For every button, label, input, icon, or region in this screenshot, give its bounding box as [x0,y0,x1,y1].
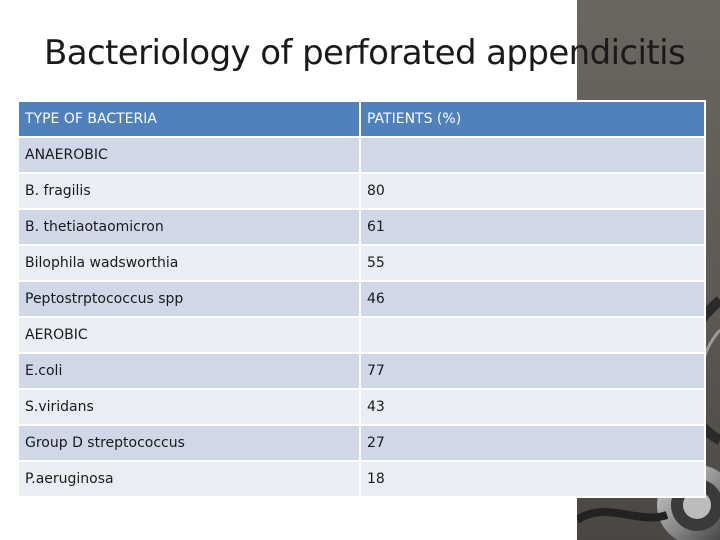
bacteria-group-label: AEROBIC [17,316,361,354]
bacteria-name-cell: Peptostrptococcus spp [17,280,361,318]
patients-percent-cell: 80 [359,172,706,210]
slide-title: Bacteriology of perforated appendicitis [44,33,686,73]
patients-percent-cell: 77 [359,352,706,390]
bacteria-group-label: ANAEROBIC [17,136,361,174]
table-row: ANAEROBIC [17,136,706,174]
table-row: Bilophila wadsworthia 55 [17,244,706,282]
patients-percent-cell: 43 [359,388,706,426]
table-row: S.viridans 43 [17,388,706,426]
table-row: Peptostrptococcus spp 46 [17,280,706,318]
bacteria-name-cell: S.viridans [17,388,361,426]
column-header-bacteria-type: TYPE OF BACTERIA [17,100,361,138]
table-header-row: TYPE OF BACTERIA PATIENTS (%) [17,100,706,138]
table-row: B. fragilis 80 [17,172,706,210]
bacteria-name-cell: P.aeruginosa [17,460,361,498]
column-header-patients-percent: PATIENTS (%) [359,100,706,138]
table-row: AEROBIC [17,316,706,354]
bacteria-name-cell: E.coli [17,352,361,390]
bacteria-name-cell: Bilophila wadsworthia [17,244,361,282]
patients-percent-cell: 55 [359,244,706,282]
table-row: B. thetiaotaomicron 61 [17,208,706,246]
patients-percent-cell: 18 [359,460,706,498]
bacteria-name-cell: B. thetiaotaomicron [17,208,361,246]
patients-percent-cell: 27 [359,424,706,462]
bacteria-name-cell: Group D streptococcus [17,424,361,462]
patients-percent-cell [359,316,706,354]
patients-percent-cell [359,136,706,174]
table-row: P.aeruginosa 18 [17,460,706,498]
bacteria-table: TYPE OF BACTERIA PATIENTS (%) ANAEROBIC … [17,100,706,498]
bacteria-name-cell: B. fragilis [17,172,361,210]
table-row: E.coli 77 [17,352,706,390]
patients-percent-cell: 61 [359,208,706,246]
table-row: Group D streptococcus 27 [17,424,706,462]
patients-percent-cell: 46 [359,280,706,318]
